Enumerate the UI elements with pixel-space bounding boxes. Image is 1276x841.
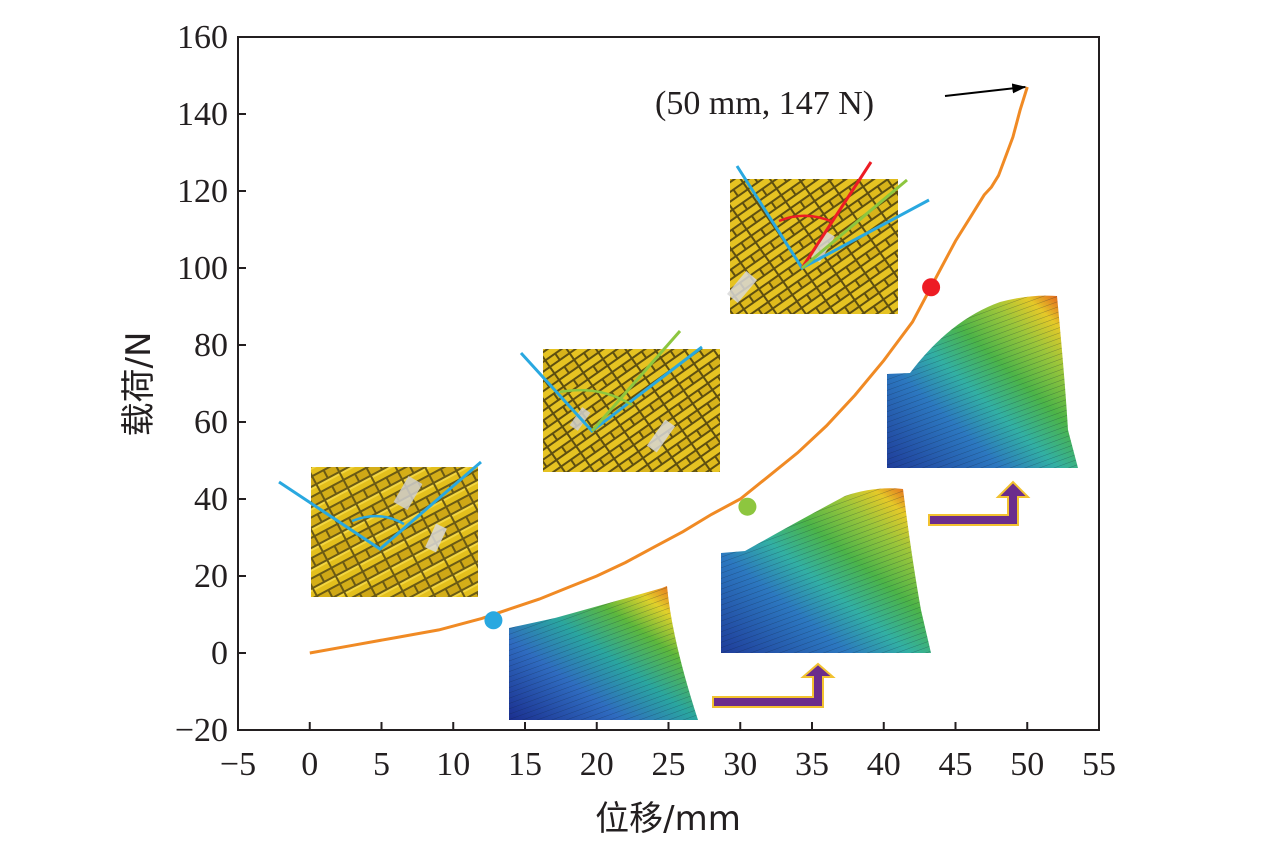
x-tick-label: 55: [1082, 746, 1116, 783]
x-tick-label: 40: [867, 746, 901, 783]
y-tick-label: 120: [177, 173, 228, 210]
x-axis-title: 位移/mm: [595, 799, 741, 839]
x-tick-label: −5: [220, 746, 256, 783]
stress-contour-3: [887, 295, 1078, 468]
peak-annotation-arrow: [944, 83, 1027, 97]
x-tick-label: 10: [436, 746, 470, 783]
y-tick-label: 160: [177, 19, 228, 56]
y-tick-label: 0: [211, 635, 228, 672]
y-axis-ticks: −20 0 20 40 60 80 100 120 140 160: [175, 19, 246, 749]
y-tick-label: 140: [177, 96, 228, 133]
transition-arrow-2: [928, 480, 1031, 526]
load-curve: [309, 86, 1029, 655]
y-tick-label: 40: [194, 481, 228, 518]
stress-contour-2: [721, 488, 931, 653]
fabric-inset-1: [278, 460, 482, 597]
transition-arrow-1: [712, 662, 836, 708]
fabric-inset-2: [519, 330, 720, 472]
x-tick-label: 20: [580, 746, 614, 783]
fabric-inset-3: [726, 161, 930, 314]
x-tick-label: 25: [652, 746, 686, 783]
peak-annotation: (50 mm, 147 N): [655, 85, 874, 122]
y-tick-label: 20: [194, 558, 228, 595]
y-tick-label: 100: [177, 250, 228, 287]
x-tick-label: 30: [723, 746, 757, 783]
y-axis-title: 载荷/N: [119, 332, 159, 437]
x-tick-label: 15: [508, 746, 542, 783]
x-axis-ticks: −5 0 5 10 15 20 25 30 35 40 45 50 55: [220, 722, 1116, 783]
curve-marker: [922, 278, 941, 297]
curve-markers: [484, 278, 941, 630]
x-tick-label: 0: [301, 746, 318, 783]
stress-contour-1: [509, 586, 698, 720]
x-tick-label: 35: [795, 746, 829, 783]
x-tick-label: 5: [373, 746, 390, 783]
y-tick-label: 80: [194, 327, 228, 364]
curve-marker: [484, 611, 503, 630]
y-tick-label: −20: [175, 712, 228, 749]
y-tick-label: 60: [194, 404, 228, 441]
x-tick-label: 50: [1010, 746, 1044, 783]
curve-marker: [738, 497, 757, 516]
x-tick-label: 45: [939, 746, 973, 783]
